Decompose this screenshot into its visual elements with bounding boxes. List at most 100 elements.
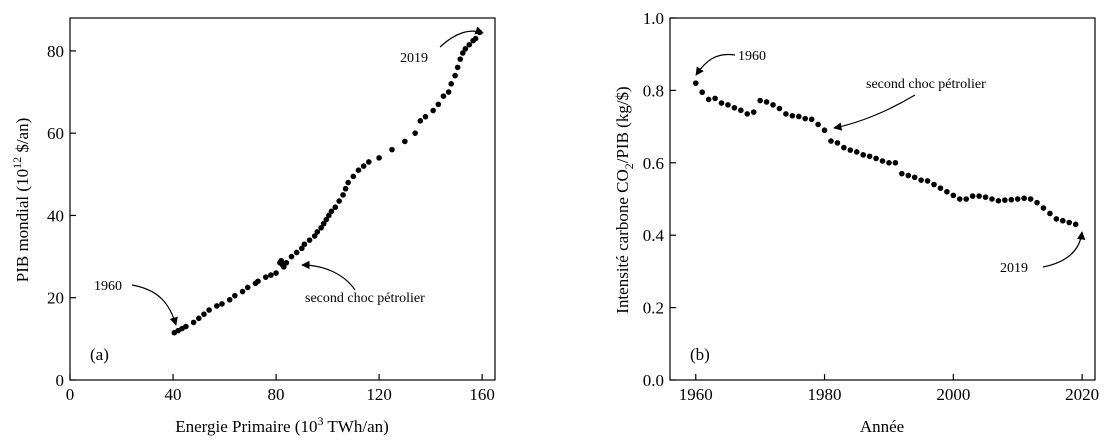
chart-b-data-point xyxy=(976,193,982,199)
chart-b-arrow-2019 xyxy=(1042,231,1086,268)
chart-a-data-point xyxy=(454,64,461,71)
chart-b-xlabel: Année xyxy=(860,417,904,436)
chart-a-data-point xyxy=(206,307,212,313)
chart-b-data-point xyxy=(1027,196,1034,202)
chart-b-data-point xyxy=(879,158,886,164)
chart-b-data-point xyxy=(763,99,770,105)
chart-b-data-point xyxy=(1060,217,1066,224)
chart-b-data-point xyxy=(937,185,944,191)
chart-a-arrow-2019 xyxy=(439,26,484,48)
chart-b-data-point xyxy=(776,105,783,112)
chart-a-data-point xyxy=(283,259,290,266)
chart-a-ticks: 0 40 80 120 160 0 20 40 60 80 xyxy=(47,42,495,404)
chart-b-data-point xyxy=(931,181,937,188)
chart-b-data-point xyxy=(821,127,828,134)
chart-b-data-point xyxy=(982,194,989,200)
chart-a-data-point xyxy=(244,284,251,291)
chart-b-data-point xyxy=(853,149,860,155)
chart-b-data-point xyxy=(905,172,912,179)
chart-a-data-point xyxy=(435,101,442,108)
chart-a-data-point xyxy=(452,72,458,79)
chart-b-data-point xyxy=(725,102,731,108)
chart-a-data-point xyxy=(262,274,269,280)
chart-b-ytick-label: 0.0 xyxy=(643,371,664,390)
chart-b-data-point xyxy=(1002,197,1008,203)
chart-b-xtick-label: 1960 xyxy=(679,385,713,404)
chart-b: 1960 1980 2000 2020 0.0 0.2 0.4 0.6 0.8 1.0 (b) A… xyxy=(613,9,1099,436)
chart-b-ytick-label: 0.4 xyxy=(643,226,665,245)
chart-b-panel-label: (b) xyxy=(690,345,710,364)
chart-b-data-point xyxy=(899,170,905,177)
chart-b-ytick-label: 1.0 xyxy=(643,9,664,28)
chart-a-xtick-label: 40 xyxy=(165,385,182,404)
chart-a-data-point xyxy=(214,303,220,309)
chart-a-data-point xyxy=(466,41,473,48)
chart-a-arrow-oil-shock xyxy=(301,260,356,291)
chart-a-data-point xyxy=(314,229,321,235)
chart-b-data-point xyxy=(783,111,789,117)
chart-b-data-point xyxy=(918,177,924,183)
chart-a-ytick-label: 80 xyxy=(47,42,64,61)
chart-b-data-point xyxy=(860,152,866,158)
chart-b-data-point xyxy=(770,102,776,108)
chart-b-data-point xyxy=(886,160,892,166)
chart-b-data-point xyxy=(866,153,873,160)
chart-a-ytick-label: 40 xyxy=(47,206,64,225)
chart-a-data-point xyxy=(226,296,233,303)
chart-b-data-point xyxy=(944,188,950,195)
chart-a-ylabel: PIB mondial (1012 $/an) xyxy=(10,118,32,283)
chart-a-xtick-label: 160 xyxy=(469,385,495,404)
chart-a-data-point xyxy=(430,107,436,114)
chart-b-data-point xyxy=(841,144,847,151)
chart-b-annotation-2019: 2019 xyxy=(1000,261,1028,276)
chart-a-data-point xyxy=(318,224,324,231)
chart-b-data-point xyxy=(828,138,834,144)
chart-a-ytick-label: 0 xyxy=(56,371,65,390)
chart-a-data-point xyxy=(268,272,274,278)
chart-b-ylabel: Intensité carbone CO2/PIB (kg/$) xyxy=(613,86,636,313)
chart-a-data-point xyxy=(326,212,332,219)
chart-a-ytick-label: 20 xyxy=(47,289,64,308)
chart-a-data-point xyxy=(299,245,305,252)
chart-a-data-point xyxy=(328,208,335,215)
chart-a-data-point xyxy=(293,249,300,256)
chart-a-data-point xyxy=(365,159,372,165)
chart-b-data-point xyxy=(750,109,757,115)
chart-b-data-point xyxy=(789,112,796,119)
chart-b-ytick-label: 0.8 xyxy=(643,81,664,100)
chart-b-data-point xyxy=(834,140,841,146)
chart-b-data-point xyxy=(1021,195,1027,202)
chart-a-data-point xyxy=(340,192,346,198)
chart-a-data-point xyxy=(376,155,382,161)
chart-b-ytick-label: 0.2 xyxy=(643,299,664,318)
chart-b-data-point xyxy=(1040,205,1047,211)
chart-a-data-point xyxy=(273,270,279,276)
chart-b-arrow-1960 xyxy=(695,53,736,76)
chart-a-data-point xyxy=(201,311,207,317)
chart-a-data-point xyxy=(336,198,342,204)
chart-b-data-point xyxy=(712,95,718,102)
chart-b-data-point xyxy=(731,104,738,111)
chart-b-data-point xyxy=(744,111,751,117)
chart-a-data-point xyxy=(190,319,197,326)
chart-a-annotation-1960: 1960 xyxy=(94,279,122,294)
chart-a-xtick-label: 120 xyxy=(366,385,392,404)
chart-a-data-point xyxy=(255,278,261,285)
chart-b-data-point xyxy=(692,80,699,86)
chart-a-data-point xyxy=(460,50,466,56)
chart-a-data-point xyxy=(462,46,469,52)
chart-b-points xyxy=(692,80,1079,228)
chart-a-data-point xyxy=(301,241,308,248)
chart-a-data-point xyxy=(288,253,295,260)
chart-a-data-point xyxy=(350,173,357,180)
chart-b-data-point xyxy=(815,121,821,128)
chart-b-frame xyxy=(669,17,1096,381)
chart-b-data-point xyxy=(1072,221,1079,228)
chart-a-data-point xyxy=(323,216,330,223)
chart-a-annotation-oil-shock: second choc pétrolier xyxy=(305,291,425,306)
chart-a-arrow-1960 xyxy=(131,284,178,326)
chart-b-data-point xyxy=(989,196,995,202)
chart-b-data-point xyxy=(795,113,802,120)
chart-b-ticks: 1960 1980 2000 2020 0.0 0.2 0.4 0.6 0.8 1.0 xyxy=(643,9,1099,404)
chart-a-data-point xyxy=(422,113,429,120)
